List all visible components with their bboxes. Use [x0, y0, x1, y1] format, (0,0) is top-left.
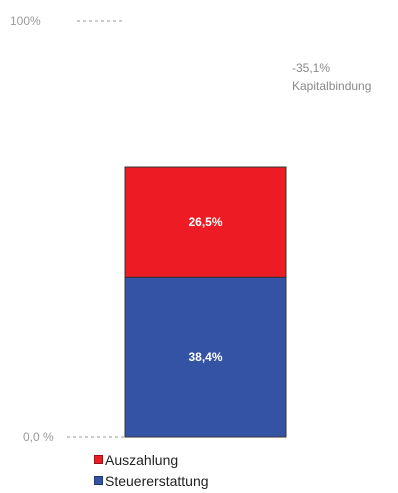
bar-label-1: 26,5% [188, 215, 222, 229]
bar-segments: 38,4% 26,5% [124, 166, 287, 438]
y-axis: 100% 0,0 % [10, 14, 125, 444]
legend: Auszahlung Steuererstattung [94, 449, 209, 491]
annotation-value: -35,1% [292, 61, 330, 75]
y-tick-label-0: 100% [10, 14, 41, 28]
bar-segment-0 [124, 276, 287, 438]
legend-swatch-steuererstattung [94, 476, 103, 485]
legend-label-steuererstattung: Steuererstattung [105, 472, 209, 489]
legend-item-steuererstattung: Steuererstattung [94, 470, 209, 491]
bar-segment-1 [124, 166, 287, 278]
legend-item-auszahlung: Auszahlung [94, 449, 209, 470]
y-tick-label-1: 0,0 % [23, 430, 54, 444]
bar-label-0: 38,4% [188, 350, 222, 364]
legend-swatch-auszahlung [94, 455, 103, 464]
annotation-label: Kapitalbindung [292, 79, 371, 93]
legend-label-auszahlung: Auszahlung [105, 451, 179, 468]
